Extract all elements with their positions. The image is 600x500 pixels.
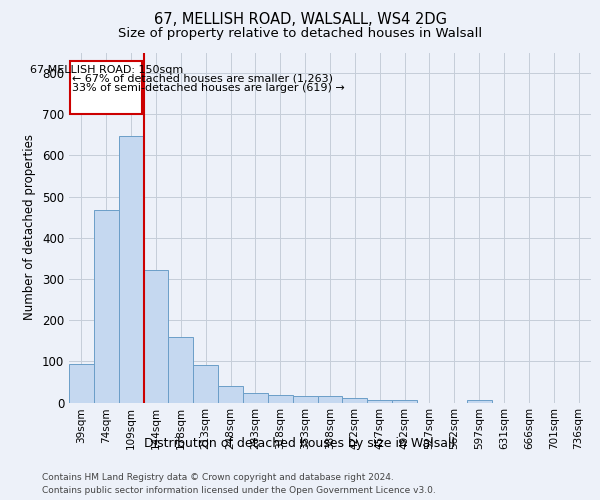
Bar: [268, 395, 293, 402]
Bar: [243, 392, 268, 402]
Text: ← 67% of detached houses are smaller (1,263): ← 67% of detached houses are smaller (1,…: [72, 74, 333, 84]
Text: 67, MELLISH ROAD, WALSALL, WS4 2DG: 67, MELLISH ROAD, WALSALL, WS4 2DG: [154, 12, 446, 28]
FancyBboxPatch shape: [70, 60, 142, 114]
Bar: [317, 396, 343, 402]
Text: Contains HM Land Registry data © Crown copyright and database right 2024.: Contains HM Land Registry data © Crown c…: [42, 472, 394, 482]
Y-axis label: Number of detached properties: Number of detached properties: [23, 134, 37, 320]
Bar: [169, 338, 193, 402]
Bar: [143, 270, 169, 402]
Text: Size of property relative to detached houses in Walsall: Size of property relative to detached ho…: [118, 28, 482, 40]
Text: 33% of semi-detached houses are larger (619) →: 33% of semi-detached houses are larger (…: [72, 83, 345, 93]
Text: 67 MELLISH ROAD: 150sqm: 67 MELLISH ROAD: 150sqm: [29, 65, 183, 75]
Text: Contains public sector information licensed under the Open Government Licence v3: Contains public sector information licen…: [42, 486, 436, 495]
Bar: [293, 396, 317, 402]
Bar: [218, 386, 243, 402]
Bar: [392, 400, 417, 402]
Bar: [343, 398, 367, 402]
Bar: [94, 210, 119, 402]
Bar: [467, 400, 491, 402]
Bar: [367, 400, 392, 402]
Text: Distribution of detached houses by size in Walsall: Distribution of detached houses by size …: [145, 438, 455, 450]
Bar: [119, 136, 143, 402]
Bar: [193, 365, 218, 403]
Bar: [69, 364, 94, 403]
